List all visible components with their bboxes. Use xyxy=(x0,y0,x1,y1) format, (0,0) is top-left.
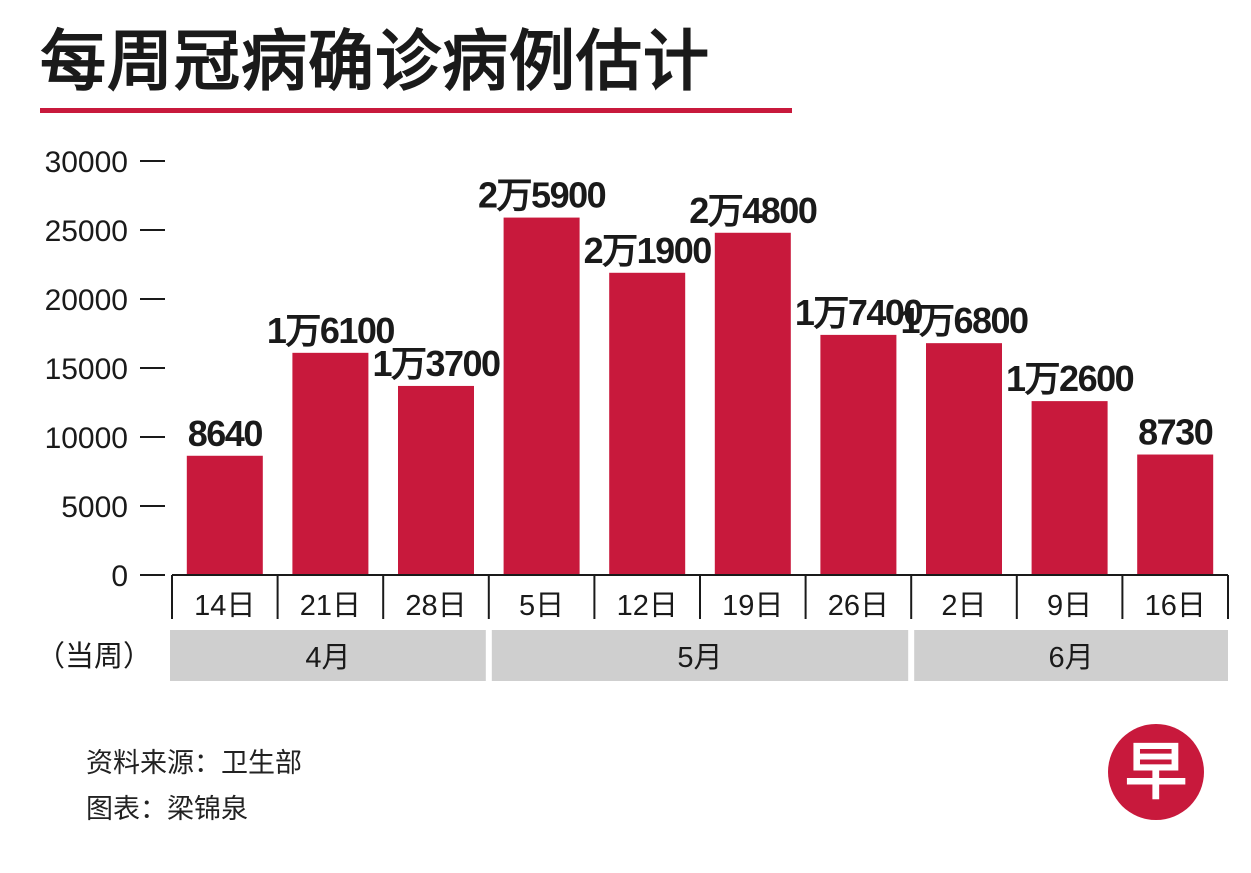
x-tick-label: 12日 xyxy=(617,590,678,622)
bar xyxy=(609,272,686,575)
x-tick-label: 5日 xyxy=(519,590,564,622)
x-tick-label: 28日 xyxy=(405,590,466,622)
bar xyxy=(186,455,263,575)
y-tick-label: 15000 xyxy=(45,353,128,386)
x-tick-label: 21日 xyxy=(300,590,361,622)
bar xyxy=(398,385,474,575)
month-band xyxy=(170,630,486,681)
bar xyxy=(714,232,791,575)
bar-value-label: 1万6800 xyxy=(900,300,1028,341)
bar xyxy=(820,334,897,575)
y-tick-label: 5000 xyxy=(61,491,128,524)
bar-value-label: 8640 xyxy=(188,413,263,454)
bar-value-label: 8730 xyxy=(1138,412,1213,453)
bar xyxy=(1031,401,1108,575)
month-label: 5月 xyxy=(677,642,722,674)
bar-value-label: 1万6100 xyxy=(267,310,395,351)
bar xyxy=(503,217,580,575)
bar-value-label: 2万5900 xyxy=(478,175,606,216)
logo-char: 早 xyxy=(1124,735,1187,808)
y-tick-label: 10000 xyxy=(45,422,128,455)
bar xyxy=(1137,454,1214,575)
x-tick-label: 14日 xyxy=(194,590,255,622)
bar xyxy=(926,343,1002,575)
bar-value-label: 1万7400 xyxy=(795,292,923,333)
bar-value-label: 2万4800 xyxy=(689,190,817,231)
x-tick-label: 9日 xyxy=(1047,590,1092,622)
bar-value-label: 2万1900 xyxy=(584,230,712,271)
month-band xyxy=(491,630,909,681)
y-tick-label: 0 xyxy=(111,560,128,593)
source-note: 资料来源：卫生部 xyxy=(86,748,302,779)
bar xyxy=(292,352,369,575)
month-band xyxy=(914,630,1228,681)
month-label: 6月 xyxy=(1049,642,1094,674)
chart-title: 每周冠病确诊病例估计 xyxy=(40,23,710,100)
bar-value-label: 1万3700 xyxy=(372,343,500,384)
y-tick-label: 20000 xyxy=(45,284,128,317)
bar-value-label: 1万2600 xyxy=(1006,358,1134,399)
x-tick-label: 16日 xyxy=(1145,590,1206,622)
x-tick-label: 26日 xyxy=(828,590,889,622)
month-label: 4月 xyxy=(305,642,350,674)
title-underline xyxy=(40,108,792,113)
credit-note: 图表：梁锦泉 xyxy=(86,794,248,825)
week-note: （当周） xyxy=(36,639,153,673)
zaobao-logo: 早 xyxy=(1108,724,1204,820)
y-tick-label: 25000 xyxy=(45,215,128,248)
x-tick-label: 2日 xyxy=(941,590,986,622)
y-tick-label: 30000 xyxy=(45,146,128,179)
x-tick-label: 19日 xyxy=(722,590,783,622)
